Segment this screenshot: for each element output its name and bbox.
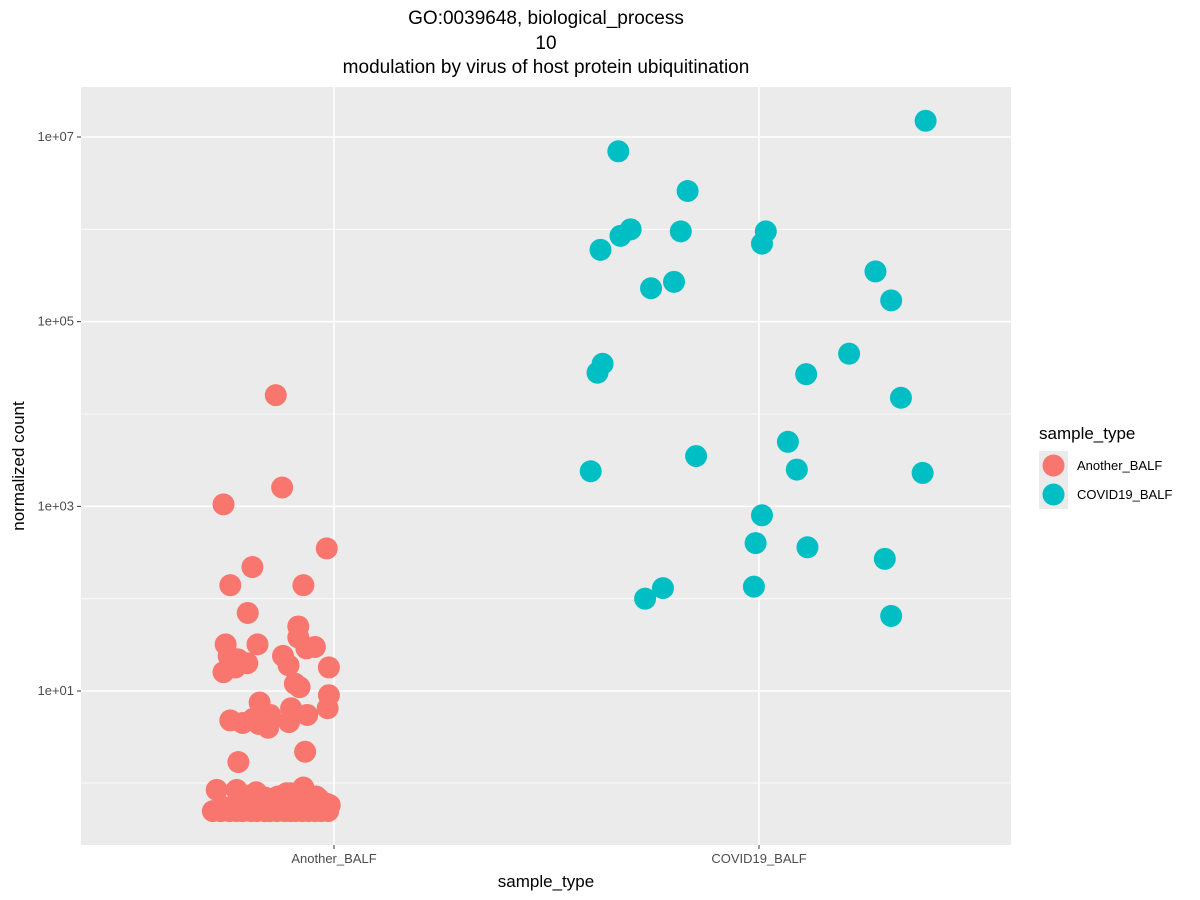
chart-title-line-3: modulation by virus of host protein ubiq… xyxy=(343,57,750,78)
data-point xyxy=(640,277,663,300)
data-point xyxy=(609,224,632,247)
data-point xyxy=(213,796,236,819)
series-covid19-balf xyxy=(579,109,937,627)
data-point xyxy=(685,445,708,468)
data-point xyxy=(579,460,602,483)
data-point xyxy=(796,536,819,559)
data-point xyxy=(271,476,294,499)
data-point xyxy=(294,740,317,763)
data-point xyxy=(316,697,339,720)
data-points xyxy=(201,109,937,823)
y-tick-label: 1e+03 xyxy=(37,498,74,513)
data-point xyxy=(219,574,242,597)
data-point xyxy=(873,547,896,570)
data-point xyxy=(785,458,808,481)
legend-label-another-balf: Another_BALF xyxy=(1077,458,1162,473)
legend-key-another-balf xyxy=(1042,454,1065,477)
data-point xyxy=(676,180,699,203)
data-point xyxy=(212,493,235,516)
data-point xyxy=(776,430,799,453)
data-point xyxy=(586,361,609,384)
data-point xyxy=(744,532,767,555)
data-point xyxy=(663,270,685,293)
data-point xyxy=(212,661,235,684)
plot-panel xyxy=(81,87,1011,845)
data-point xyxy=(236,601,259,624)
data-point xyxy=(277,654,300,677)
data-point xyxy=(296,703,319,726)
data-point xyxy=(838,342,861,365)
data-point xyxy=(315,537,338,560)
data-point xyxy=(288,676,311,699)
y-axis-ticks: 1e+01 1e+03 1e+05 1e+07 xyxy=(37,129,81,698)
y-tick-label: 1e+07 xyxy=(37,129,74,144)
data-point xyxy=(257,716,280,739)
legend-label-covid19-balf: COVID19_BALF xyxy=(1077,487,1172,502)
data-point xyxy=(231,712,254,735)
data-point xyxy=(651,577,674,600)
chart-title: GO:0039648, biological_process 10 modula… xyxy=(343,8,750,78)
x-tick-label: Another_BALF xyxy=(291,851,376,866)
data-point xyxy=(317,656,340,679)
data-point xyxy=(241,556,264,579)
x-axis-ticks: Another_BALF COVID19_BALF xyxy=(291,845,807,866)
data-point xyxy=(889,386,912,409)
data-point xyxy=(589,238,612,261)
data-point xyxy=(742,575,765,598)
data-point xyxy=(864,260,887,283)
data-point xyxy=(880,289,903,312)
x-axis-title: sample_type xyxy=(498,872,594,891)
data-point xyxy=(317,800,340,823)
data-point xyxy=(227,751,250,774)
data-point xyxy=(246,633,269,656)
chart-title-line-1: GO:0039648, biological_process xyxy=(408,8,684,29)
y-tick-label: 1e+01 xyxy=(37,683,74,698)
chart-title-line-2: 10 xyxy=(535,33,556,54)
data-point xyxy=(271,796,294,819)
legend: sample_type Another_BALF COVID19_BALF xyxy=(1039,424,1172,509)
y-tick-label: 1e+05 xyxy=(37,314,74,329)
data-point xyxy=(205,778,228,801)
data-point xyxy=(634,587,657,610)
data-point xyxy=(795,363,818,386)
data-point xyxy=(295,637,318,660)
data-point xyxy=(264,384,287,407)
y-axis-title: normalized count xyxy=(9,401,28,531)
x-tick-label: COVID19_BALF xyxy=(711,851,806,866)
data-point xyxy=(911,461,934,484)
legend-key-covid19-balf xyxy=(1042,483,1065,506)
data-point xyxy=(880,604,903,627)
data-point xyxy=(750,232,773,255)
data-point xyxy=(277,711,300,734)
data-point xyxy=(669,220,692,243)
data-point xyxy=(292,574,315,597)
data-point xyxy=(750,504,773,527)
data-point xyxy=(914,109,937,132)
data-point xyxy=(607,140,630,163)
legend-title: sample_type xyxy=(1039,424,1135,443)
data-point xyxy=(286,796,309,819)
major-gridlines xyxy=(81,87,1011,845)
series-another-balf xyxy=(201,384,341,823)
